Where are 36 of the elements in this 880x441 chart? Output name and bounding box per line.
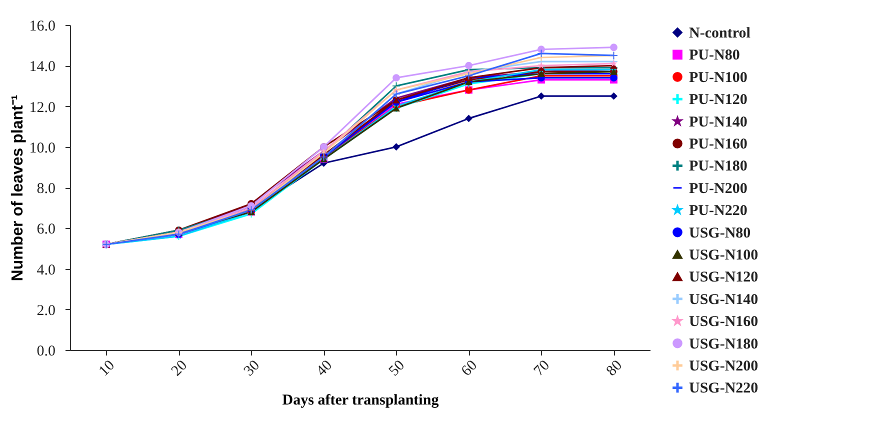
x-tick-label: 10 xyxy=(96,358,118,380)
legend-label: USG-N160 xyxy=(689,314,758,330)
legend-label: USG-N180 xyxy=(689,336,758,352)
legend-label: PU-N100 xyxy=(689,70,748,86)
legend-label: PU-N160 xyxy=(689,136,748,152)
legend-label: N-control xyxy=(689,26,750,42)
x-tick-label: 70 xyxy=(531,358,554,380)
legend-label: USG-N220 xyxy=(689,380,758,397)
legend-label: PU-N120 xyxy=(689,92,748,108)
y-tick-label: 6.0 xyxy=(36,222,56,238)
x-tick-label: 60 xyxy=(458,358,481,380)
y-tick-label: 14.0 xyxy=(29,59,56,76)
legend-label: USG-N140 xyxy=(689,292,758,308)
legend-label: USG-N200 xyxy=(689,358,758,374)
y-tick-label: 8.0 xyxy=(36,181,56,197)
y-tick-label: 0.0 xyxy=(36,344,56,360)
y-tick-label: 10.0 xyxy=(29,140,56,156)
y-tick-label: 4.0 xyxy=(36,262,56,278)
y-axis-title: Number of leaves plant⁻¹ xyxy=(9,94,26,282)
legend-label: USG-N100 xyxy=(689,248,758,264)
x-tick-label: 40 xyxy=(314,358,336,380)
y-tick-label: 2.0 xyxy=(36,302,56,319)
legend-label: USG-N120 xyxy=(689,270,758,286)
legend-label: PU-N200 xyxy=(689,180,748,197)
y-tick-label: 16.0 xyxy=(29,18,56,34)
legend-label: PU-N140 xyxy=(689,114,748,130)
x-tick-label: 30 xyxy=(241,358,264,380)
x-tick-label: 50 xyxy=(386,358,408,380)
y-tick-label: 12.0 xyxy=(29,100,56,116)
x-tick-label: 20 xyxy=(168,358,191,380)
legend-label: PU-N80 xyxy=(689,48,740,64)
legend-label: PU-N220 xyxy=(689,203,748,220)
legend-label: PU-N180 xyxy=(689,158,748,175)
x-axis-title: Days after transplanting xyxy=(282,392,440,409)
legend-label: USG-N80 xyxy=(689,225,751,242)
x-tick-label: 80 xyxy=(604,358,626,380)
